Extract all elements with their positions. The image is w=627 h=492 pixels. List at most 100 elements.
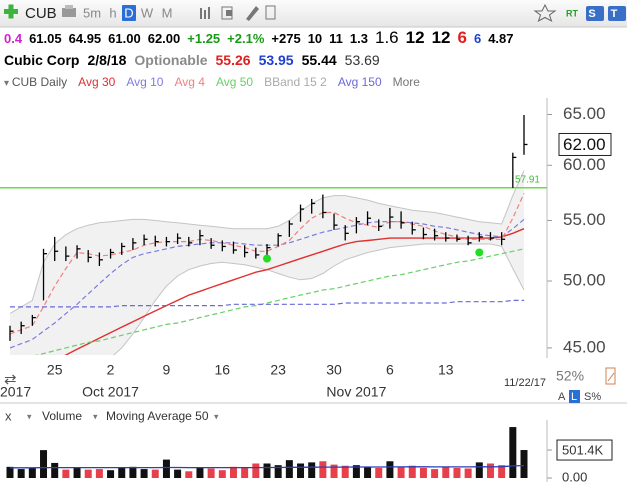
volume-bar <box>419 467 427 478</box>
period-button[interactable]: 5m <box>83 5 101 20</box>
moving-average <box>64 228 525 355</box>
scale-button-bg[interactable] <box>569 390 580 403</box>
signal-dot <box>475 248 484 257</box>
realtime-button[interactable]: RT <box>566 8 578 18</box>
x-tick-label: 25 <box>47 362 63 378</box>
volume-bar <box>431 469 439 478</box>
legend-entry: Avg 30 <box>78 75 116 89</box>
quote-value: 4.87 <box>488 31 514 46</box>
volume-bar <box>475 462 483 478</box>
volume-bar <box>174 469 182 478</box>
watchlist-star[interactable] <box>533 3 557 23</box>
volume-bar <box>252 463 260 478</box>
quote-value: 6 <box>457 28 467 47</box>
toolbar-bg <box>0 0 627 27</box>
volume-tick-label: 501.4K <box>562 442 604 457</box>
period-button[interactable]: W <box>141 5 154 20</box>
name-field: 2/8/18 <box>87 52 127 68</box>
x-month-label: Oct 2017 <box>82 384 139 400</box>
close-pane[interactable]: x <box>5 408 12 423</box>
volume-average <box>10 464 525 469</box>
name-field: 55.26 <box>215 52 251 68</box>
legend-entry: BBand 15 2 <box>264 75 327 89</box>
moving-average <box>9 193 525 335</box>
quote-value: 62.00 <box>147 31 181 46</box>
end-date-label: 11/22/17 <box>504 377 546 389</box>
quote-value: +275 <box>271 31 301 46</box>
add-icon[interactable] <box>4 4 18 19</box>
volume-bar <box>241 467 249 478</box>
moving-average <box>10 299 524 308</box>
period-button[interactable]: M <box>162 5 173 20</box>
volume-bar <box>297 463 305 478</box>
volume-plot <box>6 427 528 478</box>
pane-menu[interactable]: ▾ <box>27 411 32 421</box>
period-button[interactable]: D <box>124 5 133 20</box>
name-field: 53.69 <box>344 52 380 68</box>
quote-value: 1.3 <box>349 31 368 46</box>
draw-icon[interactable] <box>605 367 616 385</box>
volume-bar <box>17 469 25 478</box>
period-buttons: 5m h D W M <box>83 5 172 21</box>
volume-bar <box>397 466 405 478</box>
y-tick-label: 45.00 <box>563 337 606 356</box>
scale-button[interactable]: L <box>571 391 577 403</box>
quote-value: 11 <box>329 31 343 46</box>
x-tick-label: 6 <box>386 362 394 378</box>
symbol[interactable]: CUB <box>25 5 57 22</box>
volume-legend: Moving Average 50 <box>106 409 209 423</box>
x-tick-label: 30 <box>326 362 342 378</box>
quote-value: 0.4 <box>4 31 23 46</box>
quote-value: 10 <box>307 31 323 46</box>
volume-bar <box>84 469 92 478</box>
moving-average <box>35 248 525 355</box>
print-icon[interactable] <box>62 5 76 17</box>
volume-bar <box>364 466 372 478</box>
volume-bar <box>274 465 282 478</box>
quote-value: 6 <box>473 31 482 46</box>
quote-bar: 0.4 61.05 64.95 61.00 62.00 +1.25 +2.1% +275 10 1… <box>4 28 514 48</box>
period-button[interactable]: h <box>109 5 116 20</box>
menu-button[interactable]: T <box>611 8 618 20</box>
y-tick-label: 60.00 <box>563 155 606 174</box>
legend-more: More <box>392 75 420 89</box>
chart-type-icons[interactable] <box>200 5 276 21</box>
volume-bar <box>330 464 338 478</box>
volume-bar <box>285 460 293 478</box>
toolbar-right: RT S T <box>566 6 626 21</box>
pane-menu[interactable]: ▾ <box>93 411 98 421</box>
volume-bar <box>464 468 472 478</box>
scale-button[interactable]: A <box>558 391 566 403</box>
menu-button[interactable]: S <box>588 8 595 20</box>
volume-bar <box>196 467 204 478</box>
legend-title: CUB Daily <box>4 75 67 89</box>
x-tick-label: 23 <box>270 362 286 378</box>
volume-bar <box>486 463 494 478</box>
scale-button[interactable]: S% <box>584 391 601 403</box>
volume-bar <box>308 462 316 478</box>
volume-tick-label: 0.00 <box>562 469 587 484</box>
last-price-box <box>558 132 612 156</box>
volume-bar <box>352 465 360 478</box>
menu-box[interactable] <box>608 6 626 21</box>
x-tick-label: 13 <box>438 362 454 378</box>
sync-icon[interactable]: ⇄ <box>4 371 17 388</box>
name-field: 53.95 <box>258 52 294 68</box>
name-bar: Cubic Corp 2/8/18 Optionable 55.26 53.95 55.4… <box>4 52 380 72</box>
signal-dot <box>263 254 271 263</box>
y-tick-label: 50.00 <box>563 271 606 290</box>
legend-entry: Avg 4 <box>174 75 205 89</box>
x-tick-label: 2 <box>107 362 115 378</box>
menu-box[interactable] <box>586 6 604 21</box>
x-tick-label: 16 <box>215 362 231 378</box>
quote-value: +2.1% <box>227 31 265 46</box>
volume-bar <box>520 450 528 478</box>
y-tick-label: 55.00 <box>563 210 606 229</box>
pane-menu[interactable]: ▾ <box>214 411 219 421</box>
volume-bar <box>341 465 349 478</box>
quote-value: +1.25 <box>187 31 221 46</box>
volume-bar <box>408 465 416 478</box>
last-price-label: 62.00 <box>563 135 606 154</box>
